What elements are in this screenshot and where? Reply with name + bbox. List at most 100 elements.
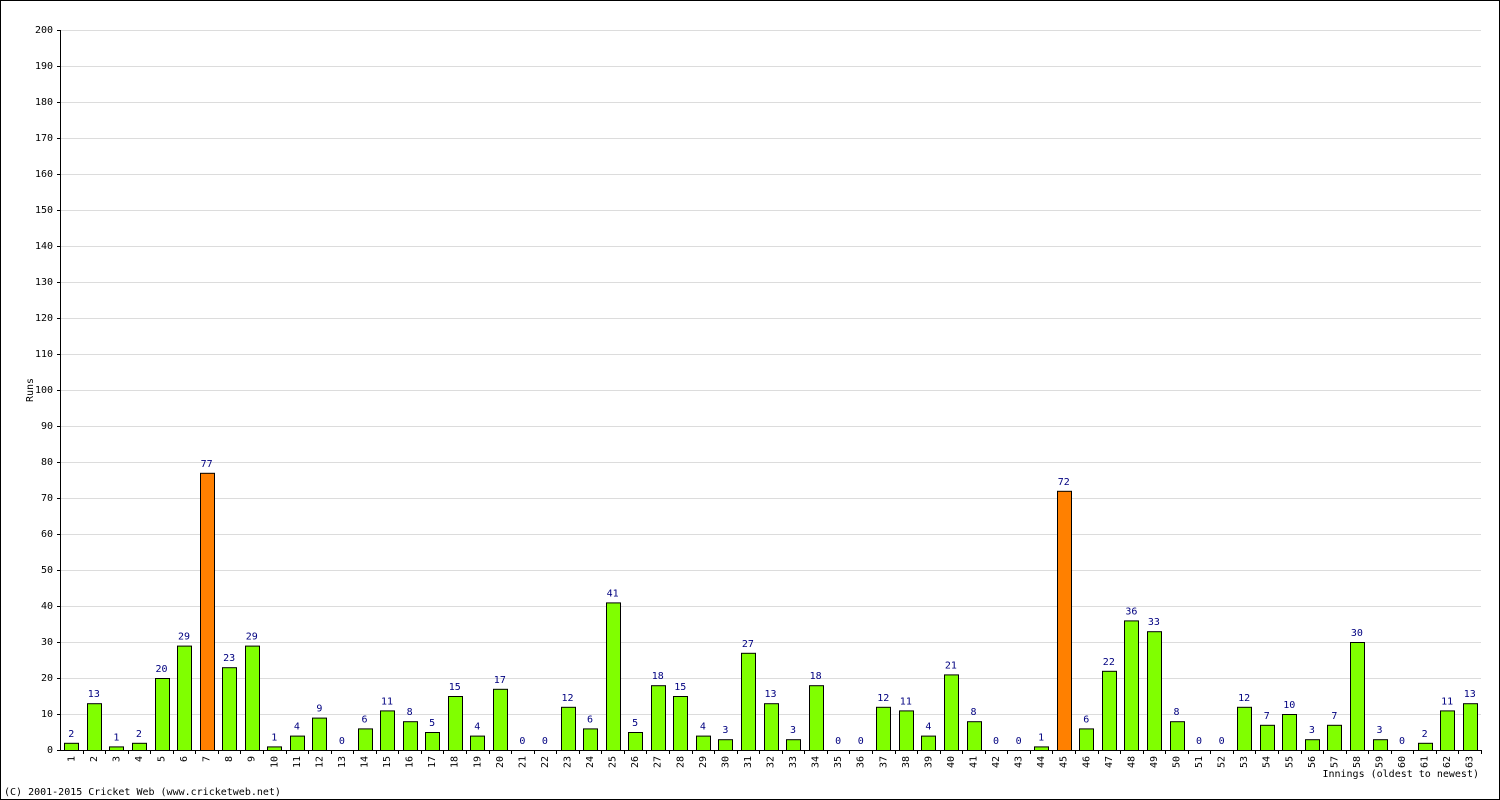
value-label: 22 [1103, 657, 1115, 668]
value-label: 8 [1173, 707, 1179, 718]
x-tick-label: 52 [1217, 756, 1228, 768]
value-label: 13 [764, 689, 776, 700]
x-tick-label: 20 [495, 756, 506, 768]
value-label: 9 [316, 704, 322, 715]
x-tick-label: 26 [630, 756, 641, 768]
x-tick-label: 14 [360, 756, 371, 768]
x-tick-label: 17 [427, 756, 438, 768]
value-label: 29 [246, 632, 258, 643]
value-label: 77 [201, 459, 213, 470]
x-tick-label: 47 [1104, 756, 1115, 768]
x-tick-label: 40 [946, 756, 957, 768]
y-tick-label: 20 [41, 673, 53, 684]
value-label: 8 [970, 707, 976, 718]
x-tick-label: 27 [653, 756, 664, 768]
value-label: 3 [1376, 725, 1382, 736]
value-label: 2 [68, 729, 74, 740]
value-label: 0 [835, 736, 841, 747]
x-tick-label: 19 [472, 756, 483, 768]
x-axis-label: Innings (oldest to newest) [1322, 769, 1479, 780]
value-label: 12 [561, 693, 573, 704]
y-tick-label: 200 [35, 25, 53, 36]
bar [470, 735, 485, 751]
y-tick-label: 150 [35, 205, 53, 216]
value-label: 0 [339, 736, 345, 747]
x-tick-label: 16 [405, 756, 416, 768]
x-tick-label: 48 [1126, 756, 1137, 768]
x-tick-label: 4 [134, 756, 145, 762]
bar [1057, 490, 1072, 751]
bar [403, 721, 418, 752]
y-tick-label: 30 [41, 637, 53, 648]
x-tick-label: 29 [698, 756, 709, 768]
value-label: 0 [1016, 736, 1022, 747]
x-tick-label: 31 [743, 756, 754, 768]
bar [561, 706, 576, 751]
value-label: 4 [700, 722, 706, 733]
x-tick-label: 8 [224, 756, 235, 762]
value-label: 4 [294, 722, 300, 733]
x-tick-label: 35 [833, 756, 844, 768]
value-label: 13 [1464, 689, 1476, 700]
y-axis-label: Runs [25, 378, 36, 402]
bar [245, 645, 260, 751]
x-tick-label: 1 [66, 756, 77, 762]
value-label: 0 [1196, 736, 1202, 747]
value-label: 6 [1083, 714, 1089, 725]
x-tick-label: 58 [1352, 756, 1363, 768]
value-label: 4 [925, 722, 931, 733]
x-tick-label: 46 [1081, 756, 1092, 768]
value-label: 6 [361, 714, 367, 725]
value-label: 2 [1422, 729, 1428, 740]
x-tick-label: 22 [540, 756, 551, 768]
x-tick-label: 21 [517, 756, 528, 768]
value-label: 36 [1125, 606, 1137, 617]
bar [1124, 620, 1139, 752]
bar [1373, 739, 1388, 752]
x-tick-label: 13 [337, 756, 348, 768]
bar [718, 739, 733, 752]
bar [1034, 746, 1049, 752]
bar [290, 735, 305, 751]
value-label: 12 [877, 693, 889, 704]
bar [696, 735, 711, 751]
x-tick-label: 55 [1284, 756, 1295, 768]
value-label: 29 [178, 632, 190, 643]
x-tick-label: 11 [292, 756, 303, 768]
x-tick-label: 41 [969, 756, 980, 768]
value-label: 1 [271, 732, 277, 743]
value-label: 8 [407, 707, 413, 718]
bar [1282, 714, 1297, 751]
value-label: 3 [790, 725, 796, 736]
footer: (C) 2001-2015 Cricket Web (www.cricketwe… [4, 787, 281, 798]
value-label: 1 [1038, 732, 1044, 743]
x-tick-label: 15 [382, 756, 393, 768]
value-label: 7 [1331, 711, 1337, 722]
value-label: 18 [810, 671, 822, 682]
y-tick-label: 90 [41, 421, 53, 432]
value-label: 1 [113, 732, 119, 743]
y-tick-label: 110 [35, 349, 53, 360]
bar [628, 732, 643, 751]
bar [899, 710, 914, 752]
bar [1260, 724, 1275, 751]
x-tick-label: 18 [450, 756, 461, 768]
x-tick-label: 45 [1059, 756, 1070, 768]
value-label: 0 [1219, 736, 1225, 747]
x-tick-label: 53 [1239, 756, 1250, 768]
y-tick-label: 70 [41, 493, 53, 504]
value-label: 0 [993, 736, 999, 747]
value-label: 27 [742, 639, 754, 650]
bar [809, 685, 824, 752]
value-label: 0 [519, 736, 525, 747]
y-tick-label: 120 [35, 313, 53, 324]
bar [1102, 670, 1117, 751]
bar [1079, 728, 1094, 752]
bar [267, 746, 282, 752]
value-label: 6 [587, 714, 593, 725]
bar [944, 674, 959, 752]
bar [448, 696, 463, 751]
x-tick-label: 51 [1194, 756, 1205, 768]
x-tick-label: 63 [1465, 756, 1476, 768]
